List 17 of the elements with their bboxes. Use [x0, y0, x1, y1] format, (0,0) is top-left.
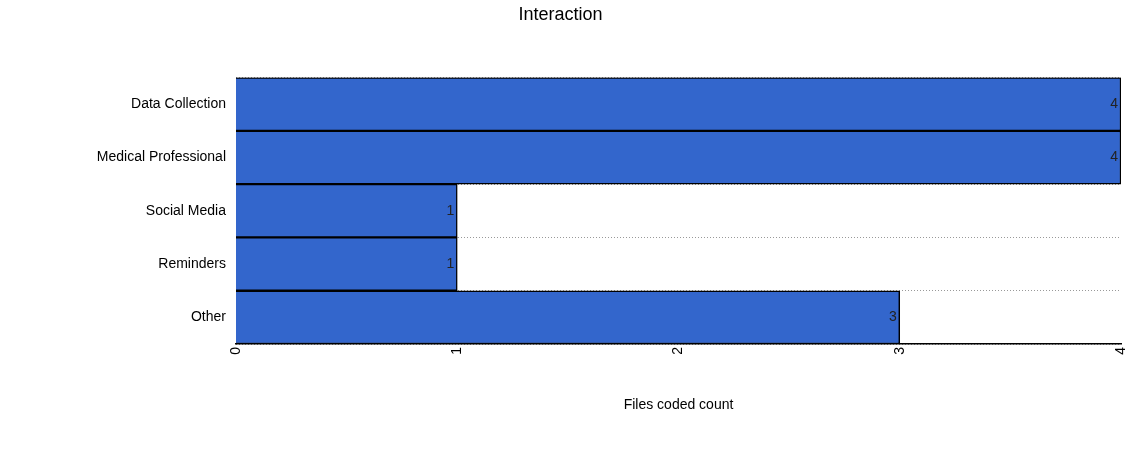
y-tick-label: Reminders: [158, 254, 226, 271]
chart-title: Interaction: [518, 3, 603, 24]
y-tick-label: Data Collection: [131, 95, 226, 112]
x-tick-label: 4: [1111, 346, 1128, 355]
y-tick-label: Other: [190, 308, 227, 325]
x-tick-label: 0: [226, 346, 243, 355]
x-axis-title: Files coded count: [623, 396, 734, 413]
x-tick-label: 3: [890, 346, 907, 355]
data-label: 3: [888, 308, 897, 325]
y-tick-label: Social Media: [145, 201, 227, 218]
data-label: 1: [446, 254, 455, 271]
data-label: 4: [1110, 95, 1119, 112]
x-tick-label: 2: [669, 346, 686, 355]
y-tick-label: Medical Professional: [96, 148, 226, 165]
x-tick-label: 1: [448, 346, 465, 355]
data-label: 1: [446, 201, 455, 218]
data-label: 4: [1110, 148, 1119, 165]
